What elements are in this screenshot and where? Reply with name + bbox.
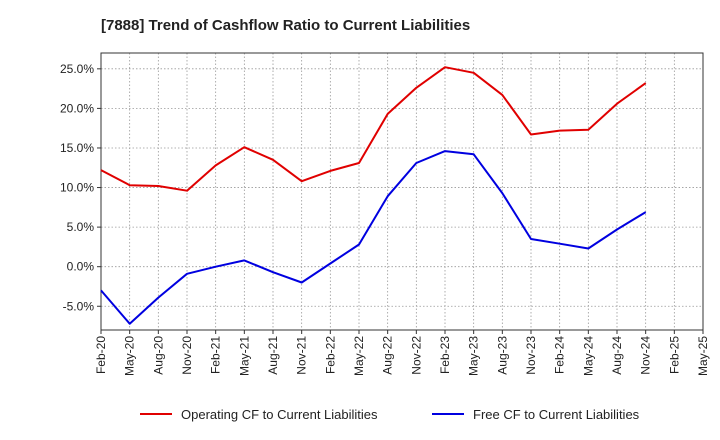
x-tick-label: Nov-23 bbox=[524, 336, 538, 375]
x-tick-label: Aug-21 bbox=[266, 336, 280, 375]
y-tick-label: 5.0% bbox=[67, 220, 95, 234]
y-tick-label: 20.0% bbox=[60, 101, 94, 115]
x-tick-label: Aug-23 bbox=[495, 336, 509, 375]
y-tick-label: 10.0% bbox=[60, 181, 94, 195]
series-line-operating-cf bbox=[100, 66, 647, 192]
x-tick-label: May-25 bbox=[696, 336, 710, 376]
legend: Operating CF to Current Liabilities Free… bbox=[140, 407, 640, 422]
x-tick-label: May-20 bbox=[123, 336, 137, 376]
x-tick-label: Feb-20 bbox=[94, 336, 108, 374]
x-tick-label: May-22 bbox=[352, 336, 366, 376]
x-tick-label: Nov-24 bbox=[639, 336, 653, 375]
x-tick-label: Aug-24 bbox=[610, 336, 624, 375]
x-tick-label: Nov-22 bbox=[409, 336, 423, 375]
x-tick-label: Nov-20 bbox=[180, 336, 194, 375]
y-tick-label: 15.0% bbox=[60, 141, 94, 155]
x-tick-label: Feb-22 bbox=[323, 336, 337, 374]
legend-label-operating-cf: Operating CF to Current Liabilities bbox=[181, 407, 378, 422]
x-tick-label: Feb-25 bbox=[667, 336, 681, 374]
plot-area-border bbox=[100, 52, 704, 331]
y-tick-label: 25.0% bbox=[60, 62, 94, 76]
y-tick-label: -5.0% bbox=[63, 299, 95, 313]
y-tick-label: 0.0% bbox=[67, 260, 95, 274]
x-tick-label: May-21 bbox=[237, 336, 251, 376]
x-tick-label: Feb-21 bbox=[209, 336, 223, 374]
x-tick-label: May-24 bbox=[581, 336, 595, 376]
chart-title: [7888] Trend of Cashflow Ratio to Curren… bbox=[101, 17, 470, 34]
series-line-free-cf bbox=[100, 150, 647, 325]
x-tick-label: Feb-23 bbox=[438, 336, 452, 374]
x-tick-label: Aug-22 bbox=[381, 336, 395, 375]
legend-label-free-cf: Free CF to Current Liabilities bbox=[473, 407, 640, 422]
x-tick-label: Nov-21 bbox=[295, 336, 309, 375]
x-axis-ticks: Feb-20 May-20 Aug-20 Nov-20 Feb-21 May-21 Aug-… bbox=[94, 330, 710, 376]
series-lines bbox=[100, 66, 647, 325]
x-tick-label: Aug-20 bbox=[151, 336, 165, 375]
grid bbox=[100, 53, 704, 330]
x-tick-label: Feb-24 bbox=[553, 336, 567, 374]
x-tick-label: May-23 bbox=[467, 336, 481, 376]
y-axis-ticks: 25.0% 20.0% 15.0% 10.0% 5.0% 0.0% -5.0% bbox=[60, 62, 101, 313]
